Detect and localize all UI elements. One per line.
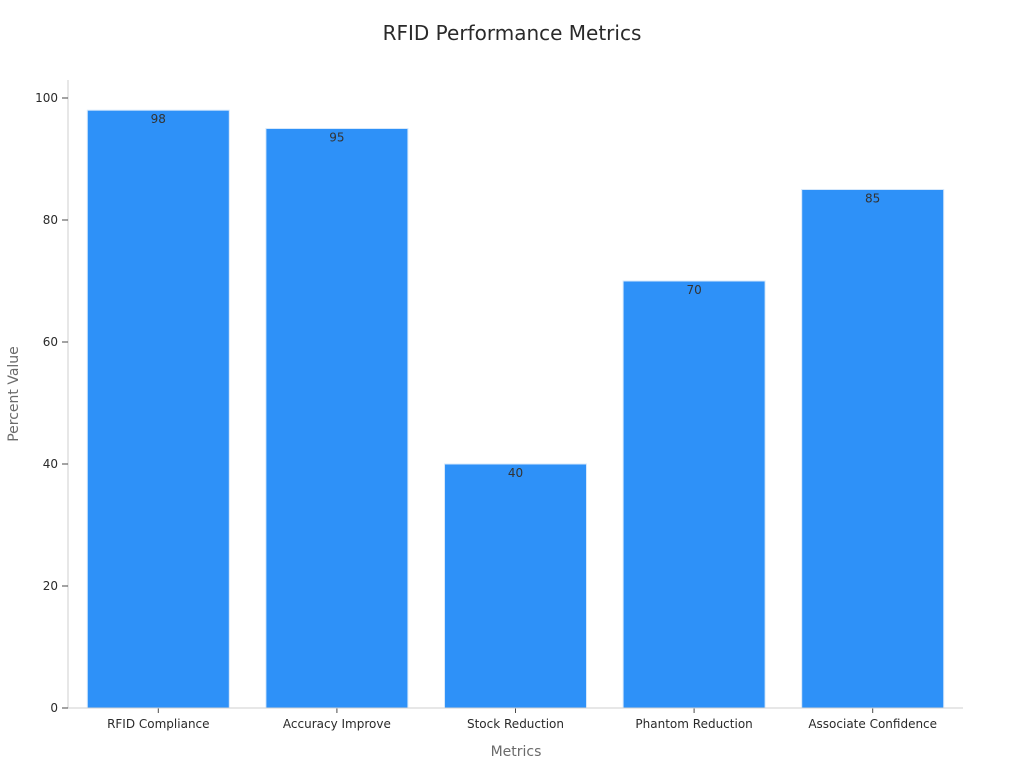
x-tick-label: Associate Confidence <box>808 717 937 731</box>
data-label: 85 <box>865 192 880 206</box>
bar <box>86 109 230 709</box>
plot-area: 98 RFID Compliance 95 Accuracy Improve 40 Sto… <box>35 80 963 731</box>
y-axis-title: Percent Value <box>6 346 22 442</box>
y-tick-label: 100 <box>35 91 58 105</box>
bar <box>801 189 945 709</box>
data-label: 98 <box>151 112 166 126</box>
x-tick-label: Phantom Reduction <box>635 717 752 731</box>
data-label: 70 <box>686 283 701 297</box>
data-label: 95 <box>329 131 344 145</box>
x-tick-label: RFID Compliance <box>107 717 209 731</box>
x-axis-title: Metrics <box>491 744 542 760</box>
chart-title: RFID Performance Metrics <box>383 21 642 45</box>
y-tick-label: 60 <box>43 335 58 349</box>
x-tick-label: Stock Reduction <box>467 717 564 731</box>
bar <box>622 280 766 709</box>
data-label: 40 <box>508 466 523 480</box>
y-tick-label: 40 <box>43 457 58 471</box>
y-tick-label: 80 <box>43 213 58 227</box>
bar <box>444 463 588 709</box>
x-tick-label: Accuracy Improve <box>283 717 391 731</box>
bar <box>265 128 409 709</box>
y-tick-label: 20 <box>43 579 58 593</box>
y-tick-label: 0 <box>50 701 58 715</box>
